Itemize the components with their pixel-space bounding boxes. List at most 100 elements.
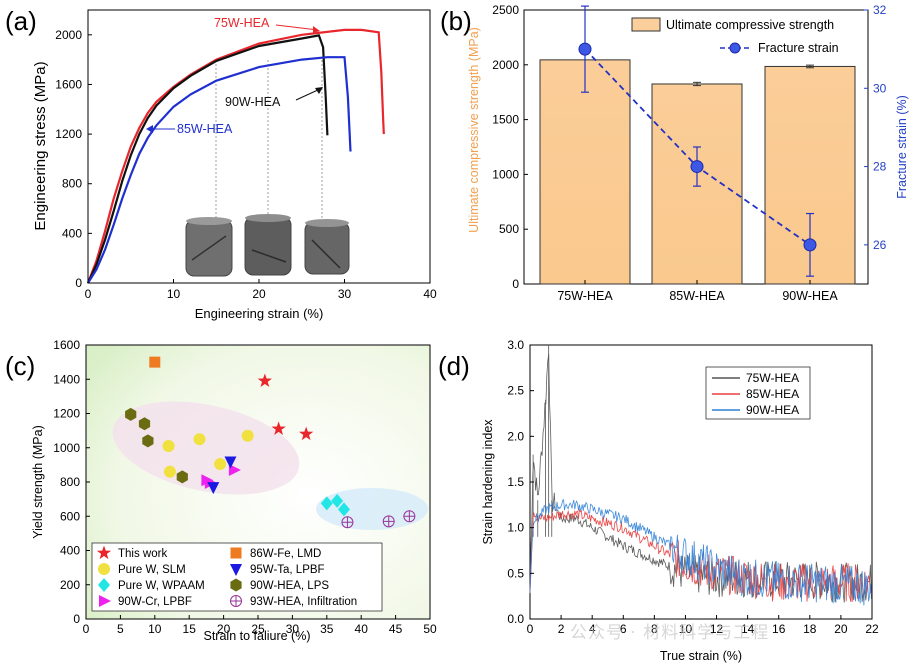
d-xtick-label-14: 14: [741, 622, 755, 636]
point-pure-w-slm-1: [163, 465, 176, 478]
a-ytick-label-0: 0: [75, 276, 82, 290]
legend-marker-fracture: [729, 42, 741, 54]
b-ytick-left-label-2000: 2000: [492, 58, 519, 72]
point-90w-hea-lps-1: [138, 417, 151, 431]
point-90w-hea-lps-2: [142, 434, 154, 448]
b-ylabel-right: Fracture strain (%): [895, 95, 909, 199]
d-legend: 75W-HEA 85W-HEA 90W-HEA: [712, 371, 799, 417]
sample-photo-90w: [304, 221, 350, 275]
legend-marker-86w-fe-lmd: [230, 547, 242, 559]
c-ytick-label-600: 600: [60, 509, 80, 523]
c-xtick-label-30: 30: [286, 622, 300, 636]
d-ytick-label-2.5: 2.5: [507, 384, 524, 398]
legend-swatch-ucs: [631, 17, 661, 32]
d-ytick-label-0.5: 0.5: [507, 566, 524, 580]
point-95w-ta-lpbf-1: [207, 482, 220, 495]
b-xtick-label-85w-hea: 85W-HEA: [669, 289, 725, 303]
legend-label-d-75w-hea: 75W-HEA: [746, 371, 799, 385]
legend-marker-90w-hea-lps: [230, 578, 242, 592]
legend-marker-90w-cr-lpbf: [99, 595, 111, 607]
c-xticks: 0 5 10 15 20 25 30 35 40 45 50: [83, 615, 437, 636]
point-pure-w-slm-0: [162, 440, 175, 453]
c-ytick-label-1600: 1600: [53, 338, 80, 352]
annotation-90w: 90W-HEA: [225, 95, 281, 109]
stress-strain-curve-90w-hea: [86, 34, 329, 284]
a-ytick-label-400: 400: [62, 226, 82, 240]
c-xtick-label-10: 10: [148, 622, 162, 636]
d-curves: [529, 345, 872, 606]
d-yticks: 0.0 0.5 1.0 1.5 2.0 2.5 3.0: [507, 338, 534, 626]
a-ytick-label-1600: 1600: [55, 77, 82, 91]
legend-marker-pure-w-slm: [98, 563, 110, 575]
point-this-work-1: [271, 421, 286, 435]
a-ytick-label-1200: 1200: [55, 127, 82, 141]
b-xtick-label-90w-hea: 90W-HEA: [782, 289, 838, 303]
photo-leader-lines: [215, 60, 323, 220]
legend-label-d-90w-hea: 90W-HEA: [746, 403, 799, 417]
legend-marker-95w-ta-lpbf: [230, 564, 242, 576]
legend-label-pure-w-slm: Pure W, SLM: [118, 564, 186, 576]
c-ytick-label-1400: 1400: [53, 372, 80, 386]
a-xtick-label-10: 10: [167, 287, 181, 301]
b-ytick-right-label-30: 30: [873, 81, 887, 95]
a-xticks: 0 10 20 30 40: [85, 279, 437, 301]
arrowhead-75w: [313, 26, 320, 33]
legend-label-95w-ta-lpbf: 95W-Ta, LPBF: [250, 564, 325, 576]
d-xtick-label-4: 4: [589, 622, 596, 636]
a-ytick-label-800: 800: [62, 177, 82, 191]
d-xtick-label-10: 10: [679, 622, 693, 636]
c-yticks: 0 200 400 600 800 1000 1200 1400 1600: [53, 338, 90, 626]
legend-label-86w-fe-lmd: 86W-Fe, LMD: [250, 548, 321, 560]
b-ytick-right-label-32: 32: [873, 3, 887, 17]
c-points: [125, 356, 416, 529]
crack-line-90w: [311, 239, 341, 269]
d-xtick-label-6: 6: [620, 622, 627, 636]
sample-photo-85w: [244, 216, 292, 276]
c-ytick-label-1000: 1000: [53, 441, 80, 455]
legend-label-fracture: Fracture strain: [758, 41, 839, 55]
panel-d: 0 2 4 6 8 10 12 14 16 18 20 22 0.0 0.5 1.0 1.5 2.0 2.5 3.…: [438, 338, 879, 663]
crack-line-75w: [191, 235, 227, 261]
point-this-work-0: [257, 373, 272, 387]
d-xtick-label-18: 18: [803, 622, 817, 636]
c-xtick-label-15: 15: [183, 622, 197, 636]
annotation-arrow-90w: [295, 88, 321, 101]
b-ytick-right-label-26: 26: [873, 238, 887, 252]
panel-label-c: (c): [5, 351, 35, 381]
b-yticks-right: 26 28 30 32: [864, 3, 887, 252]
b-legend: Ultimate compressive strength Fracture s…: [631, 17, 839, 55]
arrowhead-85w: [146, 125, 153, 133]
point-pure-w-wpaam-2: [338, 502, 350, 517]
point-pure-w-slm-2: [193, 433, 206, 446]
d-ylabel: Strain hardening index: [481, 419, 495, 545]
annotation-arrow-75w: [275, 24, 319, 31]
panel-c: 0 5 10 15 20 25 30 35 40 45 50 0 200 400 600 800 1000 12…: [5, 338, 437, 643]
d-xtick-label-16: 16: [772, 622, 786, 636]
c-ytick-label-0: 0: [73, 612, 80, 626]
a-xtick-label-30: 30: [338, 287, 352, 301]
hardening-curve-75w-hea: [529, 353, 872, 603]
point-90w-hea-lps-3: [176, 470, 188, 484]
a-ylabel: Engineering stress (MPa): [32, 61, 49, 230]
d-ytick-label-2.0: 2.0: [507, 429, 524, 443]
fracture-strain-point-85w-hea: [690, 160, 704, 174]
c-xtick-label-0: 0: [83, 622, 90, 636]
panel-b: 75W-HEA 85W-HEA 90W-HEA 0 500 1000 1500 2000 25…: [440, 3, 909, 303]
b-ytick-right-label-28: 28: [873, 160, 887, 174]
d-ytick-label-1.0: 1.0: [507, 521, 524, 535]
point-93w-hea-infiltration-0: [341, 516, 354, 529]
bar-75w-hea: [539, 59, 631, 285]
c-legend: This work Pure W, SLM Pure W, WPAAM 90W-Cr,…: [96, 545, 357, 608]
c-ytick-label-1200: 1200: [53, 407, 80, 421]
legend-label-d-85w-hea: 85W-HEA: [746, 387, 799, 401]
c-ytick-label-800: 800: [60, 475, 80, 489]
d-xtick-label-0: 0: [527, 622, 534, 636]
sample-photos: [185, 214, 350, 277]
a-curves: [86, 28, 385, 284]
d-xtick-label-12: 12: [710, 622, 724, 636]
watermark: 公众号 · 材料科学与工程: [570, 623, 770, 643]
a-ytick-label-2000: 2000: [55, 28, 82, 42]
point-pure-w-slm-4: [241, 429, 254, 442]
b-ylabel-left: Ultimate compressive strength (MPa): [467, 27, 481, 233]
